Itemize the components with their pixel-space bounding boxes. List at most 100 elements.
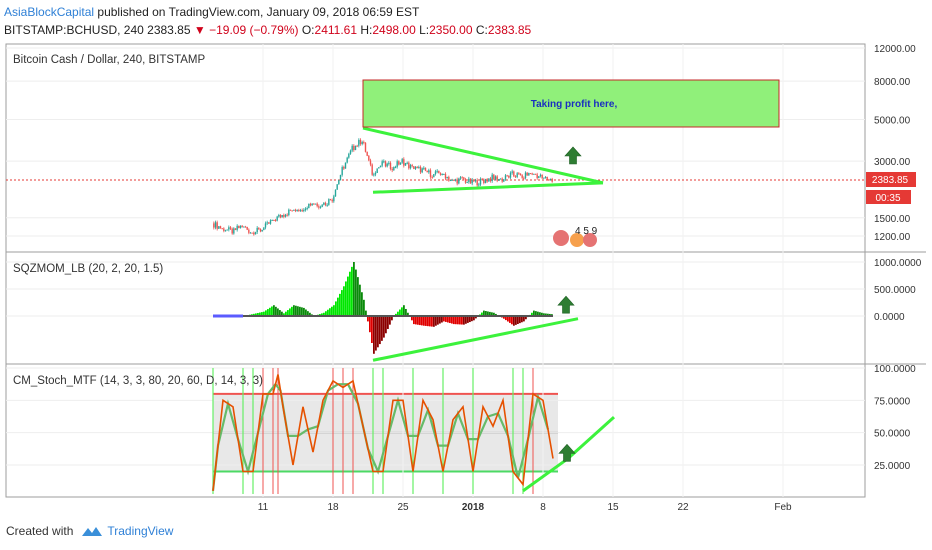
candle-body [316, 203, 318, 207]
candle-body [513, 171, 515, 177]
event-flag-icon [583, 233, 597, 247]
momentum-bar [489, 311, 491, 316]
events-badge[interactable]: 4 5 9 [553, 226, 598, 247]
sqz-tick-label: 1000.0000 [874, 258, 922, 269]
time-tick-label: 8 [540, 502, 546, 513]
momentum-bar [347, 276, 349, 316]
candle-body [473, 179, 475, 182]
take-profit-label: Taking profit here, [531, 99, 618, 110]
candle-body [526, 172, 528, 176]
momentum-bar [503, 316, 505, 319]
candle-body [471, 179, 473, 184]
candle-body [298, 210, 300, 212]
momentum-bar [297, 306, 299, 316]
candle-body [233, 228, 235, 234]
momentum-bar [397, 311, 399, 316]
momentum-bar [383, 316, 385, 338]
trendline-drawings[interactable] [362, 126, 616, 493]
momentum-bar [333, 305, 335, 316]
momentum-bar [545, 313, 547, 316]
candle-body [278, 215, 280, 217]
momentum-bar [277, 308, 279, 316]
momentum-bar [469, 316, 471, 323]
countdown-badge [866, 190, 911, 204]
price-tick-label: 12000.00 [874, 44, 916, 55]
momentum-bar [291, 306, 293, 316]
candle-body [284, 214, 287, 217]
candle-body [518, 173, 520, 175]
momentum-bar [325, 311, 327, 316]
candle-body [538, 176, 540, 179]
candle-body [418, 166, 420, 168]
momentum-bar [515, 316, 517, 325]
last-price: 2383.85 [147, 23, 191, 37]
momentum-bar [305, 309, 307, 316]
momentum-bar [391, 316, 393, 321]
candle-body [551, 178, 553, 182]
candle-body [499, 178, 502, 180]
candle-body [399, 162, 402, 165]
candle-body [263, 227, 265, 231]
momentum-bar [327, 309, 329, 316]
price-change: ▼ −19.09 (−0.79%) [193, 23, 299, 37]
main-pane-label: Bitcoin Cash / Dollar, 240, BITSTAMP [13, 54, 206, 66]
candle-body [494, 176, 497, 180]
candle-body [351, 145, 353, 151]
momentum-bar [449, 316, 451, 324]
axis-labels: 12000.00 8000.00 5000.00 3000.00 1500.00 1200… [258, 44, 922, 513]
author-link[interactable]: AsiaBlockCapital [4, 5, 95, 19]
candle-body [329, 199, 332, 201]
stochastic-lines [211, 374, 554, 492]
tradingview-link[interactable]: TradingView [107, 524, 174, 538]
candle-body [234, 228, 237, 230]
momentum-bar [379, 316, 381, 345]
stoch-tick-label: 75.0000 [874, 396, 911, 407]
candle-body [434, 171, 437, 175]
candle-body [229, 227, 232, 229]
momentum-bar [271, 306, 273, 316]
momentum-bar [357, 277, 359, 316]
momentum-bar [541, 312, 543, 316]
candle-body [396, 161, 398, 167]
momentum-trendline [372, 317, 579, 362]
candle-body [348, 153, 350, 158]
candle-body [353, 145, 355, 151]
momentum-bar [487, 311, 489, 316]
candle-body [444, 173, 447, 179]
created-with-text: Created with [6, 524, 74, 538]
candle-body [346, 157, 348, 163]
candle-body [281, 215, 283, 218]
candle-body [464, 179, 467, 183]
candle-body [388, 162, 390, 164]
candle-body [256, 227, 258, 233]
momentum-bar [375, 316, 377, 351]
momentum-bar [287, 310, 289, 316]
candle-body [474, 180, 477, 182]
candle-body [398, 161, 400, 165]
momentum-bar [331, 306, 333, 316]
candle-body [523, 177, 525, 179]
candle-body [441, 173, 443, 175]
candle-body [379, 165, 382, 168]
momentum-bar [465, 316, 467, 324]
momentum-bar [389, 316, 391, 325]
candle-body [544, 176, 547, 178]
candle-body [249, 232, 252, 234]
take-profit-box[interactable] [362, 79, 780, 128]
momentum-bar [339, 293, 341, 316]
candle-body [293, 209, 295, 211]
momentum-bar [425, 316, 427, 326]
time-tick-label: 15 [607, 502, 619, 513]
candle-body [504, 175, 507, 180]
close-label: C: [475, 23, 488, 37]
candle-body [514, 176, 517, 178]
squeeze-momentum-histogram [213, 262, 553, 354]
candle-body [328, 199, 330, 205]
candle-body [536, 174, 538, 179]
momentum-bar [259, 312, 261, 316]
momentum-bar [523, 316, 525, 322]
momentum-bar [439, 316, 441, 324]
candle-body [463, 177, 465, 180]
candle-body [456, 179, 458, 184]
